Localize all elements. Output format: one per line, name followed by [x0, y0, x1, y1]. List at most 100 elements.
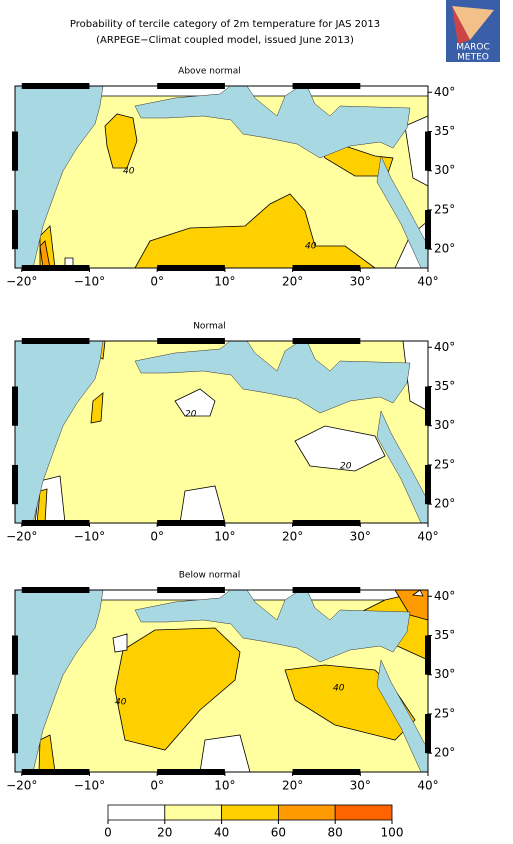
panel-title: Above normal: [178, 67, 241, 77]
colorbar-label: 80: [328, 826, 343, 840]
lat-label: 30°: [434, 418, 455, 432]
lat-label: 25°: [434, 457, 455, 471]
sea: [134, 85, 411, 159]
frame-bar: [21, 265, 90, 271]
colorbar-label: 20: [157, 826, 172, 840]
frame-bar: [157, 265, 225, 271]
lon-label: 0°: [150, 530, 164, 544]
colorbar-swatch: [221, 804, 279, 821]
contour-label: 40: [123, 167, 135, 177]
logo-text: MAROC: [456, 43, 490, 53]
lon-label: 40°: [417, 530, 438, 544]
lon-label: 20°: [282, 530, 303, 544]
probability-region: [134, 193, 377, 269]
subtitle: (ARPEGE−Climat coupled model, issued Jun…: [96, 35, 354, 46]
lon-label: 0°: [150, 779, 164, 793]
frame-bar: [292, 587, 361, 593]
colorbar-swatch: [107, 804, 166, 821]
lon-label: 0°: [150, 275, 164, 289]
probability-region: [104, 113, 138, 169]
lon-label: −20°: [6, 275, 37, 289]
colorbar-swatch: [277, 804, 336, 821]
lat-label: 35°: [434, 628, 455, 642]
contour-label: 40: [333, 684, 345, 694]
frame-bar: [157, 520, 225, 526]
lon-label: 10°: [214, 275, 235, 289]
panel-title: Below normal: [179, 571, 240, 581]
lat-label: 40°: [434, 85, 455, 99]
probability-region: [114, 627, 241, 751]
probability-region: [411, 589, 424, 597]
probability-region: [174, 388, 216, 417]
colorbar-label: 40: [214, 826, 229, 840]
frame-bar: [425, 635, 431, 675]
colorbar-swatch: [164, 804, 223, 821]
lat-label: 30°: [434, 667, 455, 681]
frame-bar: [12, 386, 18, 426]
lat-label: 35°: [434, 379, 455, 393]
lon-label: 30°: [350, 779, 371, 793]
title: Probability of tercile category of 2m te…: [70, 19, 380, 30]
lat-label: 40°: [434, 589, 455, 603]
lon-label: −10°: [74, 275, 105, 289]
frame-bar: [21, 338, 90, 344]
lon-label: 20°: [282, 275, 303, 289]
sea: [134, 340, 411, 414]
lat-label: 20°: [434, 242, 455, 256]
probability-region: [90, 392, 104, 424]
frame-bar: [157, 587, 225, 593]
lat-label: 20°: [434, 497, 455, 511]
lat-label: 40°: [434, 340, 455, 354]
probability-region: [112, 633, 128, 653]
frame-bar: [425, 386, 431, 426]
map-area: 40 40: [14, 85, 429, 269]
frame-bar: [292, 265, 361, 271]
frame-bar: [157, 83, 225, 89]
frame-bar: [12, 464, 18, 505]
frame-bar: [12, 131, 18, 171]
frame-bar: [21, 587, 90, 593]
frame-bar: [292, 338, 361, 344]
probability-region: [294, 425, 386, 472]
frame-bar: [21, 83, 90, 89]
colorbar-swatch: [334, 804, 393, 821]
lon-label: 40°: [417, 779, 438, 793]
logo: MAROC METEO: [446, 0, 500, 63]
panel-title: Normal: [193, 322, 226, 332]
frame-bar: [425, 131, 431, 171]
contour-label: 40: [115, 698, 127, 708]
contour-label: 20: [340, 462, 352, 472]
map-panel: Above normal 40 40 −20° −10° 0° 10° 20° 30° 40° 20…: [6, 67, 455, 289]
logo-text: METEO: [457, 53, 489, 63]
lat-label: 35°: [434, 124, 455, 138]
frame-bar: [21, 769, 90, 775]
map-panel: Below normal 40 40 −20° −10° 0° 10° 20° 30° 40° 20…: [6, 571, 455, 793]
lon-label: 20°: [282, 779, 303, 793]
frame-bar: [292, 83, 361, 89]
lat-label: 30°: [434, 163, 455, 177]
frame-bar: [292, 769, 361, 775]
colorbar-label: 100: [381, 826, 404, 840]
frame-bar: [425, 713, 431, 754]
lon-label: −10°: [74, 530, 105, 544]
lat-label: 25°: [434, 706, 455, 720]
frame-bar: [12, 713, 18, 754]
lon-label: 10°: [214, 530, 235, 544]
frame-bar: [12, 635, 18, 675]
lon-label: −20°: [6, 779, 37, 793]
lat-label: 25°: [434, 202, 455, 216]
frame-bar: [292, 520, 361, 526]
lat-label: 20°: [434, 746, 455, 760]
lon-label: 40°: [417, 275, 438, 289]
lon-label: 30°: [350, 275, 371, 289]
lon-label: −20°: [6, 530, 37, 544]
colorbar-label: 0: [104, 826, 112, 840]
map-area: 40 40: [14, 589, 429, 773]
sea: [134, 589, 411, 663]
frame-bar: [425, 464, 431, 505]
frame-bar: [21, 520, 90, 526]
frame-bar: [157, 769, 225, 775]
